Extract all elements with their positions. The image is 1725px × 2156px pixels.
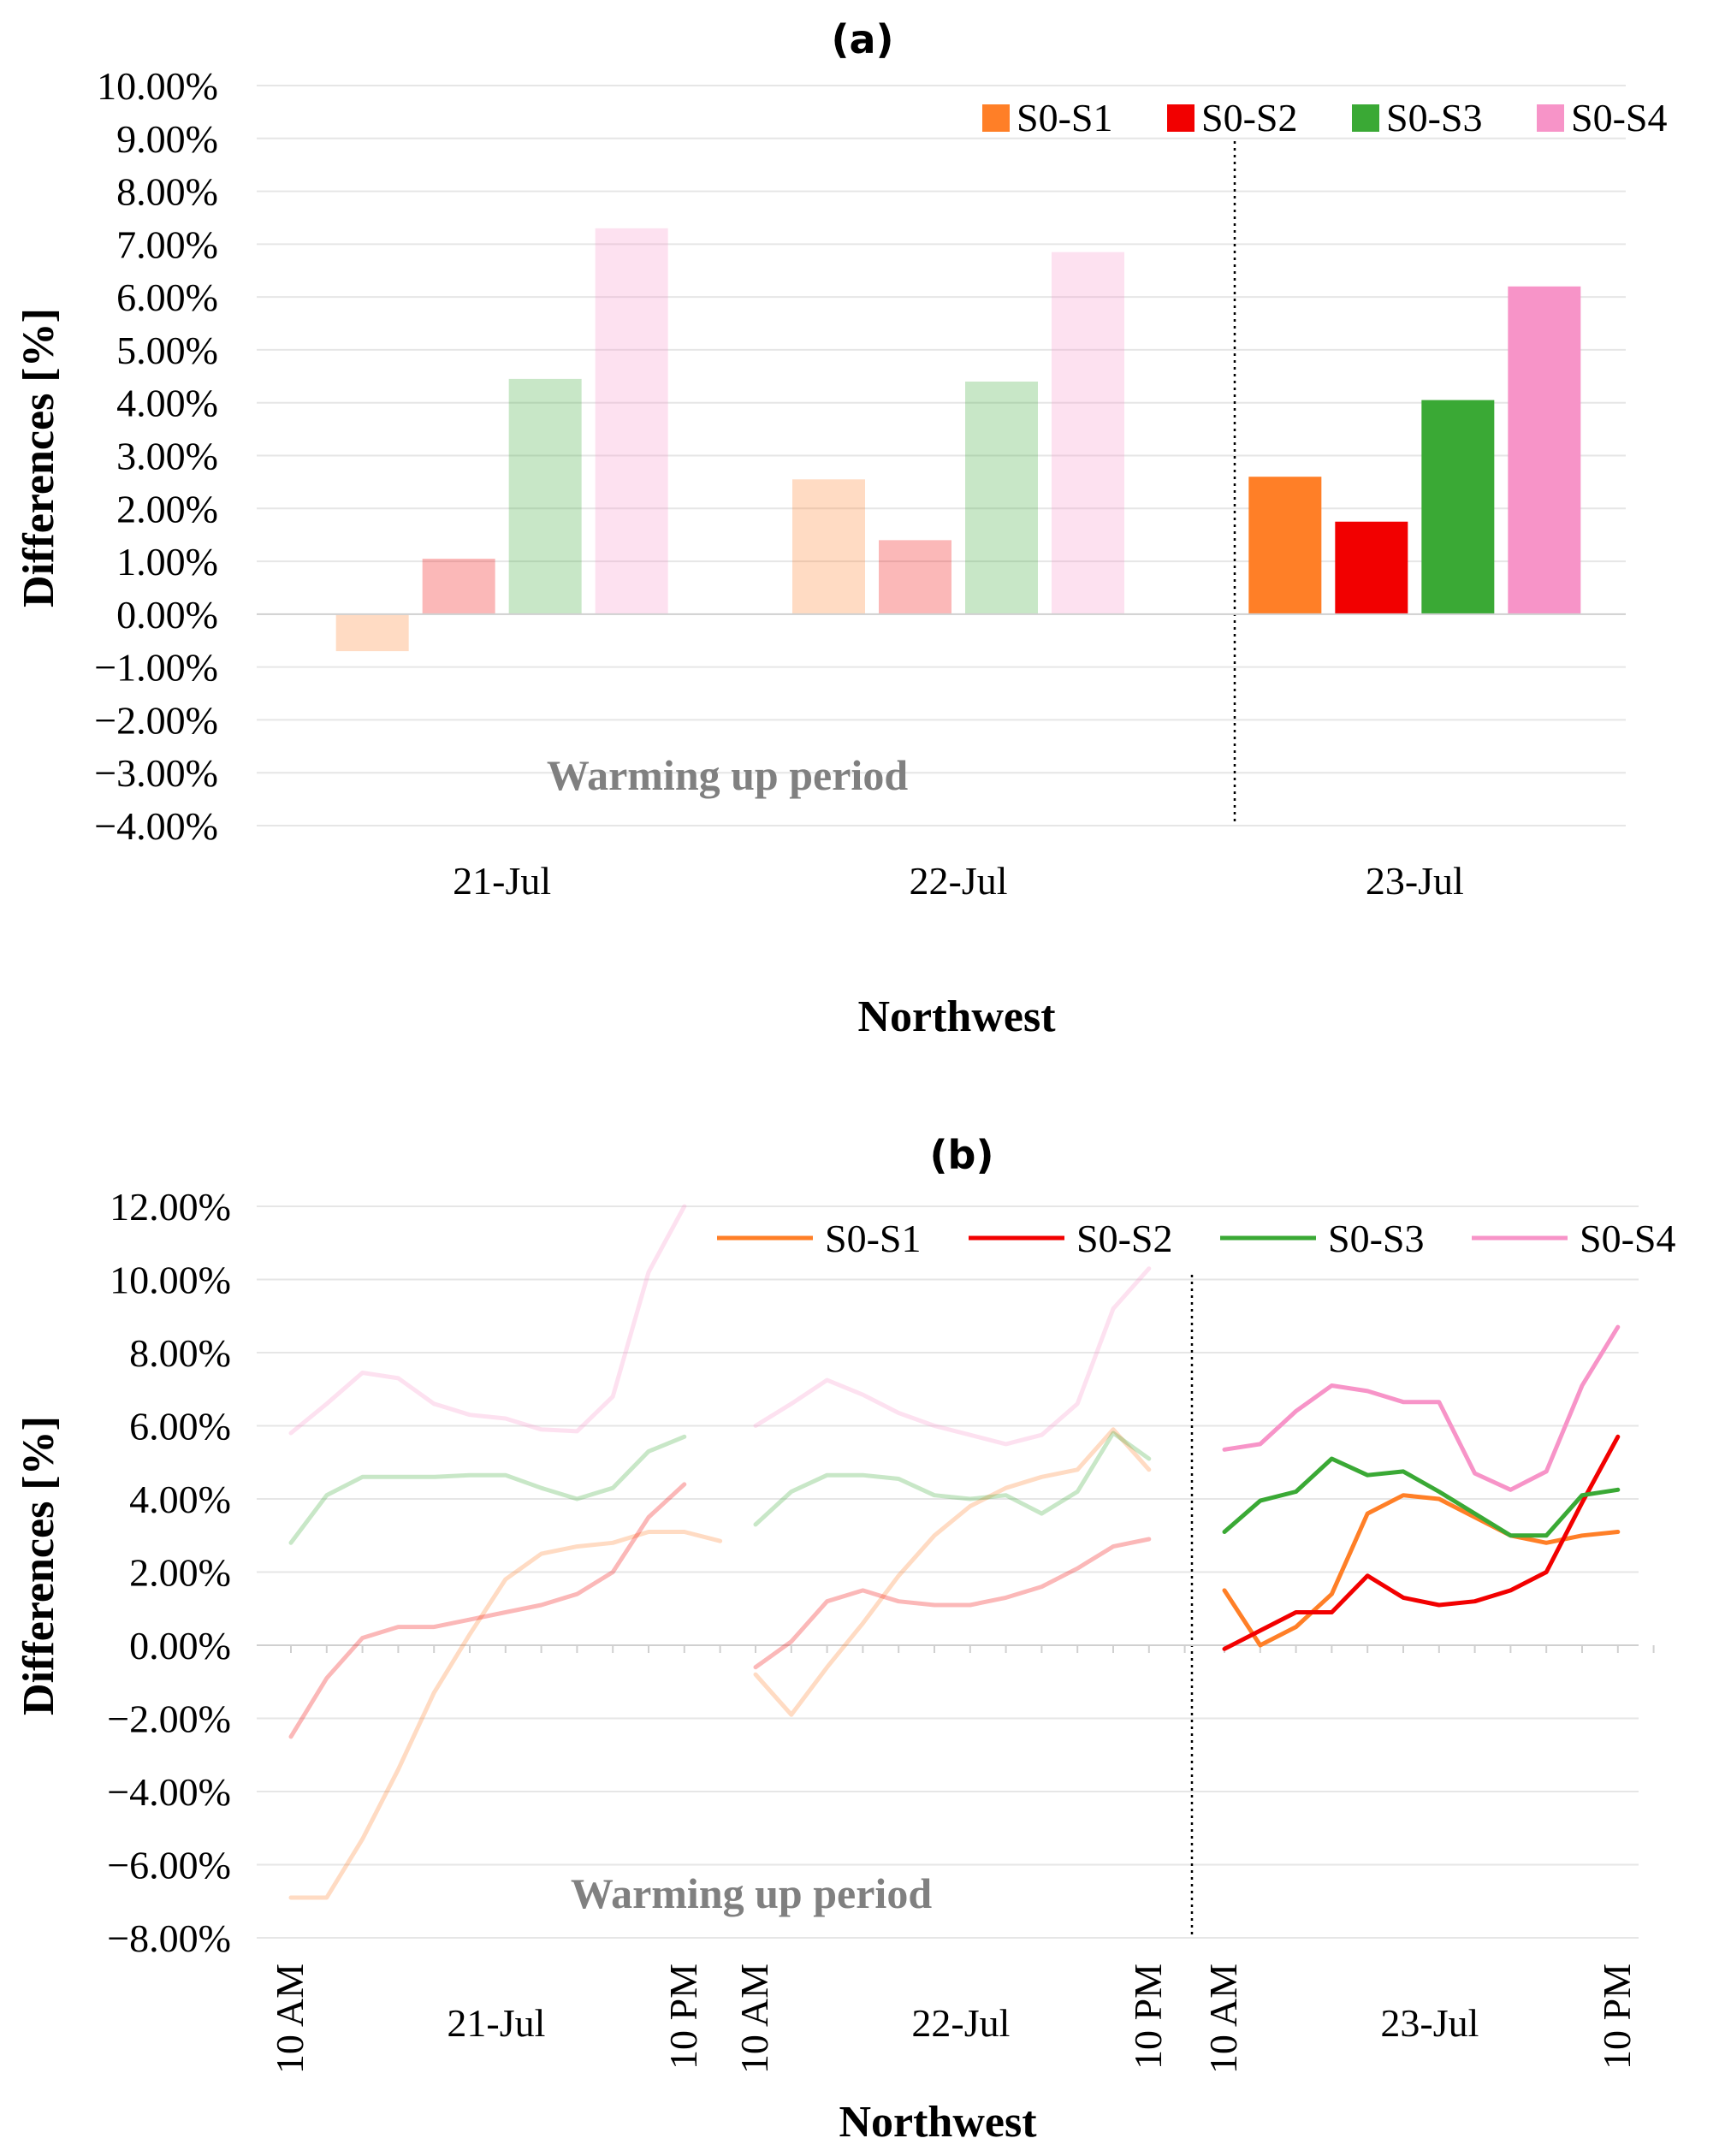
y-tick-a-0: −4.00% xyxy=(94,804,218,848)
y-tick-b-3: −2.00% xyxy=(107,1697,231,1741)
line-s0-s2-21-jul xyxy=(288,1482,687,1739)
line-s0-s1-22-jul xyxy=(753,1427,1152,1717)
y-tick-b-10: 12.00% xyxy=(110,1185,231,1229)
panel-b-hour-ticks xyxy=(290,1645,1655,1653)
legend-b-label-s0-s3: S0-S3 xyxy=(1328,1217,1424,1260)
bar-s0-s2-21-jul xyxy=(422,558,495,614)
panel-a-x-axis-title: Northwest xyxy=(857,992,1056,1041)
legend-a-swatch-s0-s1 xyxy=(982,104,1010,132)
line-s0-s2-22-jul xyxy=(753,1537,1152,1670)
y-tick-a-14: 10.00% xyxy=(97,64,218,108)
y-tick-a-1: −3.00% xyxy=(94,751,218,795)
x-tick-b-day-22-jul: 22-Jul xyxy=(911,2001,1010,2045)
line-s0-s1-21-jul xyxy=(288,1530,723,1900)
y-tick-a-3: −1.00% xyxy=(94,646,218,690)
legend-a-label-s0-s1: S0-S1 xyxy=(1017,96,1112,139)
x-tick-b-start-23-jul: 10 AM xyxy=(1201,1964,1245,2074)
bar-s0-s1-21-jul xyxy=(335,613,409,652)
panel-a-title: (a) xyxy=(831,16,893,62)
panel-b-legend: S0-S1 S0-S2 S0-S3 S0-S4 xyxy=(717,1217,1675,1260)
x-tick-a-23-jul: 23-Jul xyxy=(1366,859,1464,903)
line-s0-s2-23-jul xyxy=(1222,1434,1621,1651)
panel-b-series-lines xyxy=(288,1204,1621,1900)
x-tick-b-start-22-jul: 10 AM xyxy=(732,1964,776,2074)
y-tick-a-4: 0.00% xyxy=(116,593,218,637)
legend-a-label-s0-s2: S0-S2 xyxy=(1201,96,1297,139)
panel-b-x-axis-title: Northwest xyxy=(839,2098,1037,2147)
y-tick-a-5: 1.00% xyxy=(116,540,218,583)
bar-s0-s4-23-jul xyxy=(1508,286,1581,614)
y-tick-a-2: −2.00% xyxy=(94,698,218,742)
panel-a-gridlines xyxy=(257,85,1626,826)
bar-s0-s3-21-jul xyxy=(508,378,582,614)
panel-a-legend: S0-S1 S0-S2 S0-S3 S0-S4 xyxy=(982,96,1667,139)
y-tick-b-6: 4.00% xyxy=(129,1478,231,1521)
y-tick-a-13: 9.00% xyxy=(116,117,218,161)
line-s0-s4-22-jul xyxy=(753,1266,1152,1447)
x-tick-b-end-22-jul: 10 PM xyxy=(1126,1964,1170,2070)
line-s0-s4-21-jul xyxy=(288,1204,687,1436)
y-tick-b-1: −6.00% xyxy=(107,1844,231,1887)
line-s0-s1-23-jul xyxy=(1222,1493,1621,1648)
y-tick-b-5: 2.00% xyxy=(129,1551,231,1595)
legend-b-label-s0-s1: S0-S1 xyxy=(825,1217,921,1260)
y-tick-a-7: 3.00% xyxy=(116,435,218,478)
x-tick-b-day-21-jul: 21-Jul xyxy=(447,2001,545,2045)
line-s0-s3-23-jul xyxy=(1222,1456,1621,1538)
y-tick-b-2: −4.00% xyxy=(107,1770,231,1814)
panel-b-warmup-annotation: Warming up period xyxy=(571,1869,932,1917)
panel-b-title: (b) xyxy=(930,1132,994,1178)
y-tick-a-8: 4.00% xyxy=(116,382,218,425)
x-tick-b-day-23-jul: 23-Jul xyxy=(1380,2001,1479,2045)
y-tick-b-0: −8.00% xyxy=(107,1916,231,1960)
panel-a-x-tick-labels: 21-Jul 22-Jul 23-Jul xyxy=(453,859,1464,903)
panel-b-y-axis-title: Differences [%] xyxy=(15,1416,63,1715)
y-tick-b-7: 6.00% xyxy=(129,1405,231,1448)
panel-b-x-tick-labels: 10 AM 10 PM 21-Jul 10 AM 10 PM 22-Jul 10 AM 10 … xyxy=(268,1964,1639,2074)
legend-a-swatch-s0-s3 xyxy=(1352,104,1379,132)
x-tick-b-start-21-jul: 10 AM xyxy=(268,1964,311,2074)
bar-s0-s1-22-jul xyxy=(792,479,865,614)
bar-s0-s3-22-jul xyxy=(965,382,1038,614)
bar-s0-s4-21-jul xyxy=(595,228,668,614)
panel-a-y-tick-labels: −4.00% −3.00% −2.00% −1.00% 0.00% 1.00% 2.00% 3… xyxy=(94,64,218,848)
panel-a-warmup-annotation: Warming up period xyxy=(547,751,908,799)
legend-a-label-s0-s3: S0-S3 xyxy=(1386,96,1482,139)
legend-a-label-s0-s4: S0-S4 xyxy=(1571,96,1667,139)
legend-b-label-s0-s4: S0-S4 xyxy=(1580,1217,1675,1260)
bar-s0-s4-22-jul xyxy=(1052,252,1124,614)
x-tick-b-end-21-jul: 10 PM xyxy=(661,1964,705,2070)
y-tick-a-10: 6.00% xyxy=(116,275,218,319)
line-s0-s3-21-jul xyxy=(288,1434,687,1545)
bar-s0-s2-22-jul xyxy=(879,540,951,614)
panel-a-bars xyxy=(335,228,1581,652)
panel-b-y-tick-labels: −8.00% −6.00% −4.00% −2.00% 0.00% 2.00% 4.00% 6… xyxy=(107,1185,231,1960)
y-tick-a-9: 5.00% xyxy=(116,329,218,372)
panel-b-gridlines xyxy=(257,1205,1639,1939)
panel-a: (a) −4.00% −3.00% −2.00% −1.00% 0.00% 1.00% 2.… xyxy=(15,16,1667,1041)
y-tick-a-12: 8.00% xyxy=(116,170,218,214)
x-tick-b-end-23-jul: 10 PM xyxy=(1595,1964,1639,2070)
bar-s0-s2-23-jul xyxy=(1335,521,1408,614)
legend-b-label-s0-s2: S0-S2 xyxy=(1076,1217,1172,1260)
legend-a-swatch-s0-s4 xyxy=(1537,104,1564,132)
y-tick-a-11: 7.00% xyxy=(116,222,218,266)
x-tick-a-22-jul: 22-Jul xyxy=(910,859,1008,903)
line-s0-s4-23-jul xyxy=(1222,1324,1621,1492)
panel-a-y-axis-title: Differences [%] xyxy=(15,308,63,607)
y-tick-a-6: 2.00% xyxy=(116,487,218,530)
legend-a-swatch-s0-s2 xyxy=(1167,104,1194,132)
x-tick-a-21-jul: 21-Jul xyxy=(453,859,551,903)
y-tick-b-9: 10.00% xyxy=(110,1259,231,1302)
panel-b: (b) −8.00% −6.00% −4.00% −2.00% 0.00% 2.00% 4.… xyxy=(15,1132,1675,2147)
bar-s0-s3-23-jul xyxy=(1421,400,1495,614)
line-s0-s3-22-jul xyxy=(753,1430,1152,1527)
y-tick-b-8: 8.00% xyxy=(129,1331,231,1375)
y-tick-b-4: 0.00% xyxy=(129,1624,231,1667)
bar-s0-s1-23-jul xyxy=(1248,477,1322,614)
